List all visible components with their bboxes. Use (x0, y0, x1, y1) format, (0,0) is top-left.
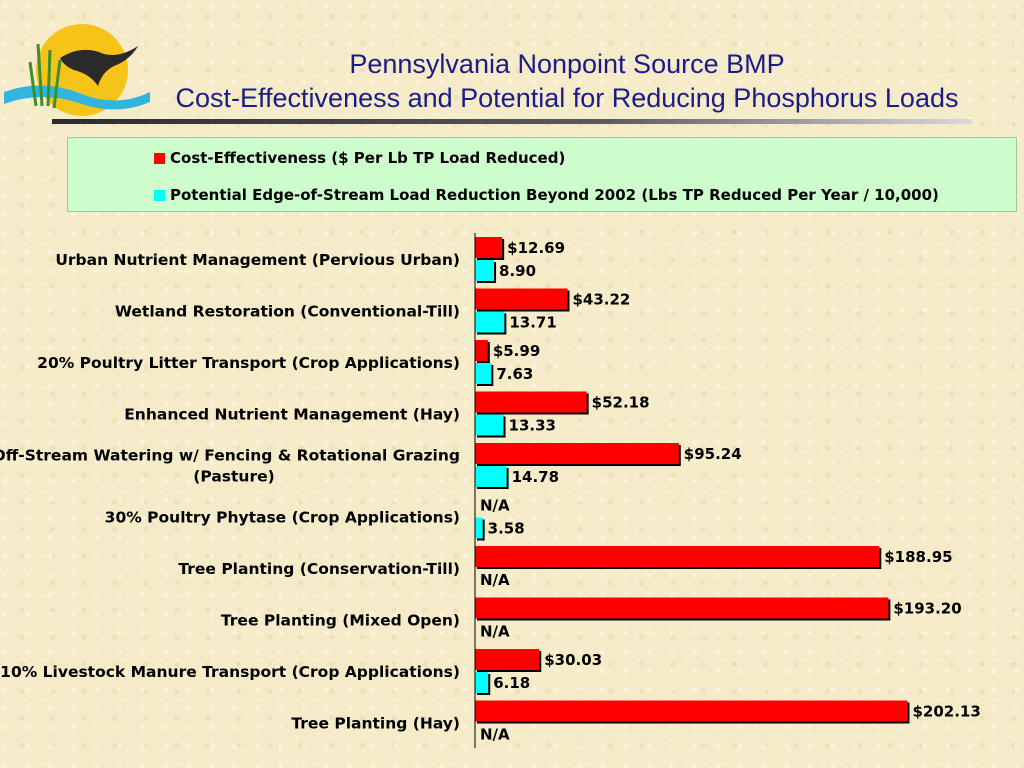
bar-cost-2 (475, 340, 488, 361)
value-label-cost-7: $193.20 (893, 600, 961, 618)
bar-potential-5 (475, 517, 483, 539)
legend: Cost-Effectiveness ($ Per Lb TP Load Red… (67, 137, 1017, 212)
value-label-potential-7: N/A (480, 623, 510, 641)
bar-cost-6 (475, 546, 880, 567)
category-label-3: Enhanced Nutrient Management (Hay) (124, 406, 460, 424)
value-label-cost-1: $43.22 (572, 291, 630, 309)
legend-label-potential: Potential Edge-of-Stream Load Reduction … (170, 186, 939, 204)
value-label-cost-0: $12.69 (507, 239, 565, 257)
legend-swatch-cost (154, 153, 165, 164)
value-label-potential-4: 14.78 (512, 468, 559, 486)
chart-title-line2: Cost-Effectiveness and Potential for Red… (175, 83, 959, 113)
value-label-cost-2: $5.99 (493, 342, 540, 360)
bar-cost-1 (475, 288, 568, 310)
legend-swatch-potential (154, 190, 165, 201)
category-label-4-line0: Off-Stream Watering w/ Fencing & Rotatio… (0, 447, 460, 465)
bar-cost-4 (475, 443, 679, 464)
goose-icon (60, 46, 138, 86)
bar-potential-0 (475, 260, 495, 281)
legend-label-cost: Cost-Effectiveness ($ Per Lb TP Load Red… (170, 149, 566, 167)
bar-potential-4 (475, 466, 507, 487)
value-label-potential-8: 6.18 (493, 674, 530, 692)
bar-potential-1 (475, 311, 505, 333)
value-label-potential-9: N/A (480, 726, 510, 744)
value-label-cost-4: $95.24 (684, 445, 742, 463)
value-label-potential-6: N/A (480, 571, 510, 589)
bar-potential-2 (475, 363, 492, 384)
category-label-4-line1: (Pasture) (193, 468, 274, 486)
category-label-1: Wetland Restoration (Conventional-Till) (115, 303, 460, 321)
category-label-6: Tree Planting (Conservation-Till) (178, 560, 460, 578)
bar-cost-7 (475, 597, 889, 619)
legend-item-potential: Potential Edge-of-Stream Load Reduction … (154, 186, 939, 204)
category-label-8: 10% Livestock Manure Transport (Crop App… (0, 663, 460, 681)
category-label-9: Tree Planting (Hay) (291, 715, 460, 733)
category-label-2: 20% Poultry Litter Transport (Crop Appli… (37, 354, 460, 372)
sun-and-goose-logo (4, 24, 150, 116)
value-label-cost-9: $202.13 (912, 703, 980, 721)
value-label-cost-8: $30.03 (544, 651, 602, 669)
category-label-0: Urban Nutrient Management (Pervious Urba… (55, 251, 460, 269)
grass-icon (28, 43, 62, 109)
bar-cost-8 (475, 649, 540, 670)
bar-potential-8 (475, 672, 489, 693)
value-label-cost-3: $52.18 (592, 394, 650, 412)
category-label-7: Tree Planting (Mixed Open) (221, 612, 460, 630)
legend-item-cost: Cost-Effectiveness ($ Per Lb TP Load Red… (154, 149, 565, 167)
bar-cost-9 (475, 700, 908, 722)
value-label-cost-6: $188.95 (884, 548, 952, 566)
bar-potential-3 (475, 414, 504, 436)
category-label-5: 30% Poultry Phytase (Crop Applications) (105, 509, 460, 527)
value-label-potential-1: 13.71 (509, 314, 556, 332)
value-label-potential-2: 7.63 (496, 365, 533, 383)
title-divider (52, 119, 972, 124)
bar-cost-0 (475, 237, 503, 258)
chart-title-line1: Pennsylvania Nonpoint Source BMP (349, 49, 785, 79)
value-label-potential-0: 8.90 (499, 262, 536, 280)
value-label-potential-3: 13.33 (509, 417, 556, 435)
value-label-potential-5: 3.58 (488, 520, 525, 538)
value-label-cost-5: N/A (480, 497, 510, 515)
bar-cost-3 (475, 391, 587, 413)
